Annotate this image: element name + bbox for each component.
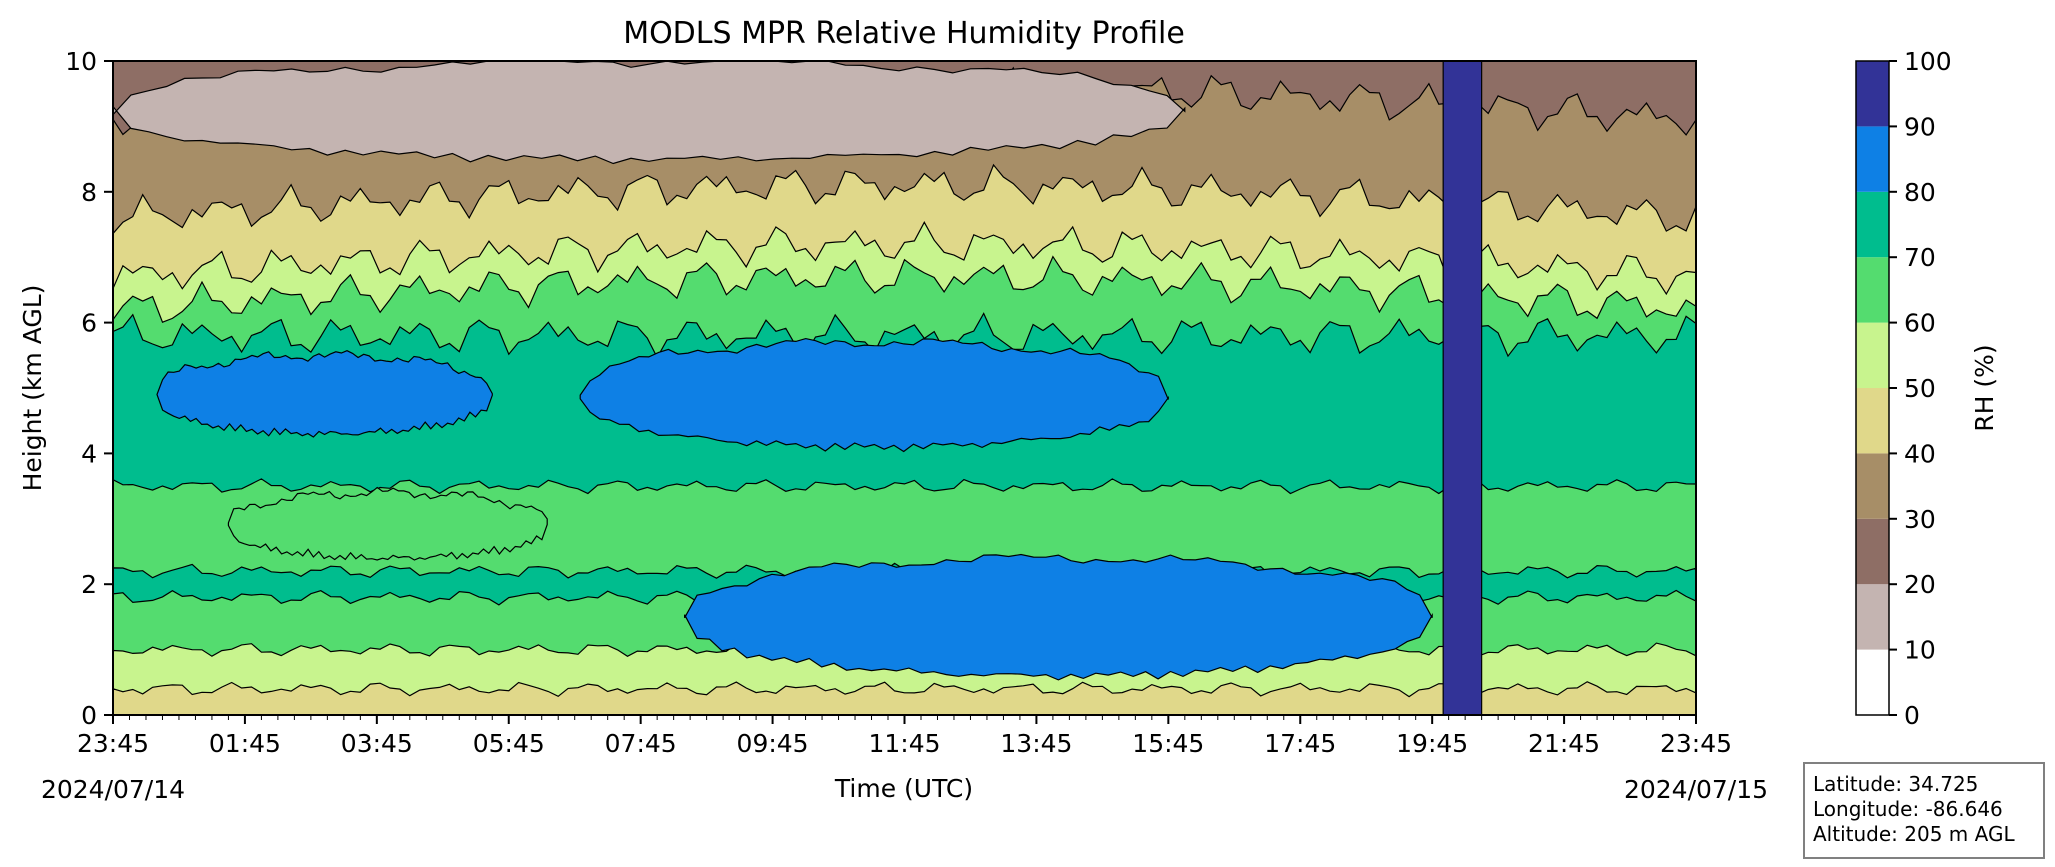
x-tick-label: 03:45 <box>341 729 413 758</box>
x-tick-label: 05:45 <box>473 729 545 758</box>
x-tick-label: 13:45 <box>1000 729 1072 758</box>
y-axis: 0 2 4 6 8 10 <box>65 47 113 730</box>
y-tick-label: 8 <box>81 178 97 207</box>
y-tick-label: 2 <box>81 570 97 599</box>
colorbar: 0 10 20 30 40 50 60 70 80 90 100 <box>1855 47 1952 730</box>
location-info-box: Latitude: 34.725 Longitude: -86.646 Alti… <box>1803 762 2045 859</box>
colorbar-tick-label: 90 <box>1904 112 1936 141</box>
latitude-text: Latitude: 34.725 <box>1813 772 1979 796</box>
rh-feature <box>579 337 1169 453</box>
x-tick-label: 07:45 <box>605 729 677 758</box>
plot-area <box>113 61 1696 715</box>
x-tick-label: 21:45 <box>1528 729 1600 758</box>
colorbar-segment <box>1856 584 1889 650</box>
y-tick-label: 6 <box>81 309 97 338</box>
colorbar-segment <box>1856 322 1889 388</box>
rh-feature <box>684 553 1433 681</box>
rh-feature <box>156 350 493 438</box>
colorbar-tick-label: 20 <box>1904 570 1936 599</box>
rh-feature <box>227 486 548 561</box>
colorbar-segment <box>1856 61 1889 127</box>
longitude-text: Longitude: -86.646 <box>1813 797 2003 821</box>
rh-feature <box>113 61 1186 165</box>
colorbar-segment <box>1856 257 1889 323</box>
x-tick-label: 17:45 <box>1264 729 1336 758</box>
colorbar-tick-label: 70 <box>1904 243 1936 272</box>
x-tick-label: 09:45 <box>737 729 809 758</box>
colorbar-tick-label: 100 <box>1904 47 1952 76</box>
colorbar-segment <box>1856 191 1889 258</box>
y-tick-label: 4 <box>81 439 97 468</box>
x-tick-label: 01:45 <box>209 729 281 758</box>
colorbar-segment <box>1856 518 1889 585</box>
colorbar-segment <box>1856 649 1889 715</box>
colorbar-tick-label: 0 <box>1904 701 1920 730</box>
y-tick-label: 10 <box>65 47 97 76</box>
x-tick-label: 19:45 <box>1396 729 1468 758</box>
colorbar-tick-label: 60 <box>1904 309 1936 338</box>
rh-feature <box>1442 61 1483 715</box>
chart-title: MODLS MPR Relative Humidity Profile <box>623 16 1185 51</box>
colorbar-segment <box>1856 126 1889 192</box>
colorbar-segment <box>1856 453 1889 519</box>
date-start-label: 2024/07/14 <box>41 775 185 804</box>
colorbar-label: RH (%) <box>1970 344 1999 431</box>
y-axis-label: Height (km AGL) <box>18 285 47 492</box>
colorbar-tick-label: 30 <box>1904 505 1936 534</box>
x-axis: 23:45 01:45 03:45 05:45 07:45 09:45 11:45 13:45… <box>77 715 1732 758</box>
colorbar-tick-label: 10 <box>1904 636 1936 665</box>
colorbar-segment <box>1856 388 1889 454</box>
x-tick-label: 11:45 <box>868 729 940 758</box>
colorbar-tick-label: 50 <box>1904 374 1936 403</box>
x-tick-label: 15:45 <box>1132 729 1204 758</box>
x-tick-label: 23:45 <box>1660 729 1732 758</box>
x-axis-label: Time (UTC) <box>834 774 973 803</box>
colorbar-tick-label: 80 <box>1904 178 1936 207</box>
x-tick-label: 23:45 <box>77 729 149 758</box>
colorbar-tick-label: 40 <box>1904 439 1936 468</box>
date-end-label: 2024/07/15 <box>1624 775 1768 804</box>
altitude-text: Altitude: 205 m AGL <box>1813 822 2015 846</box>
y-tick-label: 0 <box>81 701 97 730</box>
